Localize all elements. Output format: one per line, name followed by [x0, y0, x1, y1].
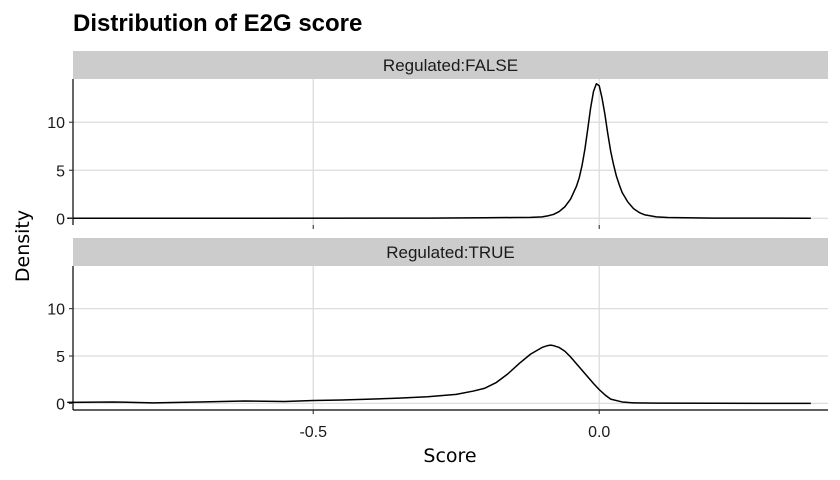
y-axis-title: Density [12, 210, 34, 282]
y-tick-label: 10 [47, 115, 65, 132]
facet-strip [73, 238, 828, 266]
y-tick-label: 5 [56, 349, 65, 366]
density-line [67, 344, 811, 405]
chart-title: Distribution of E2G score [73, 10, 362, 37]
facet-panel-1: Regulated:FALSE 0 5 10 [47, 51, 828, 229]
y-tick-label: 5 [56, 163, 65, 180]
x-tick-label: -0.5 [299, 424, 327, 441]
x-axis-title: Score [423, 445, 476, 467]
facet-strip-label: Regulated:TRUE [386, 243, 515, 262]
x-tick-label: 0.0 [588, 424, 610, 441]
y-tick-label: 10 [47, 302, 65, 319]
density-line [67, 83, 811, 220]
facet-strip [73, 51, 828, 79]
facet-panel-2: Regulated:TRUE 0 5 10 -0.5 0.0 [47, 238, 828, 441]
y-tick-label: 0 [56, 396, 65, 413]
facet-strip-label: Regulated:FALSE [383, 56, 518, 75]
y-tick-label: 0 [56, 211, 65, 228]
facet-panels: Regulated:FALSE 0 5 10 Regulated:TRUE 0 5 10 -0.… [47, 51, 828, 441]
